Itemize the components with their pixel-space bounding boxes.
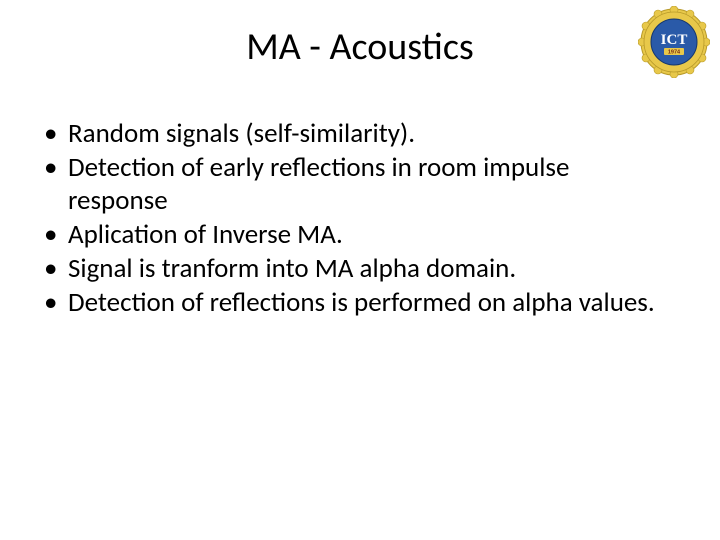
logo-badge: ICT 1974 bbox=[638, 6, 710, 78]
logo-text: ICT bbox=[661, 32, 688, 48]
content-area: Random signals (self-similarity). Detect… bbox=[40, 118, 670, 321]
list-item: Random signals (self-similarity). bbox=[40, 118, 670, 151]
list-item: Aplication of Inverse MA. bbox=[40, 219, 670, 252]
bullet-list: Random signals (self-similarity). Detect… bbox=[40, 118, 670, 320]
logo-year: 1974 bbox=[668, 50, 681, 56]
ict-logo-icon: ICT 1974 bbox=[638, 6, 710, 78]
list-item: Detection of early reflections in room i… bbox=[40, 152, 670, 218]
slide-title: MA - Acoustics bbox=[0, 24, 720, 70]
slide: MA - Acoustics ICT 1974 bbox=[0, 0, 720, 540]
list-item: Signal is tranform into MA alpha domain. bbox=[40, 253, 670, 286]
list-item: Detection of reflections is performed on… bbox=[40, 287, 670, 320]
